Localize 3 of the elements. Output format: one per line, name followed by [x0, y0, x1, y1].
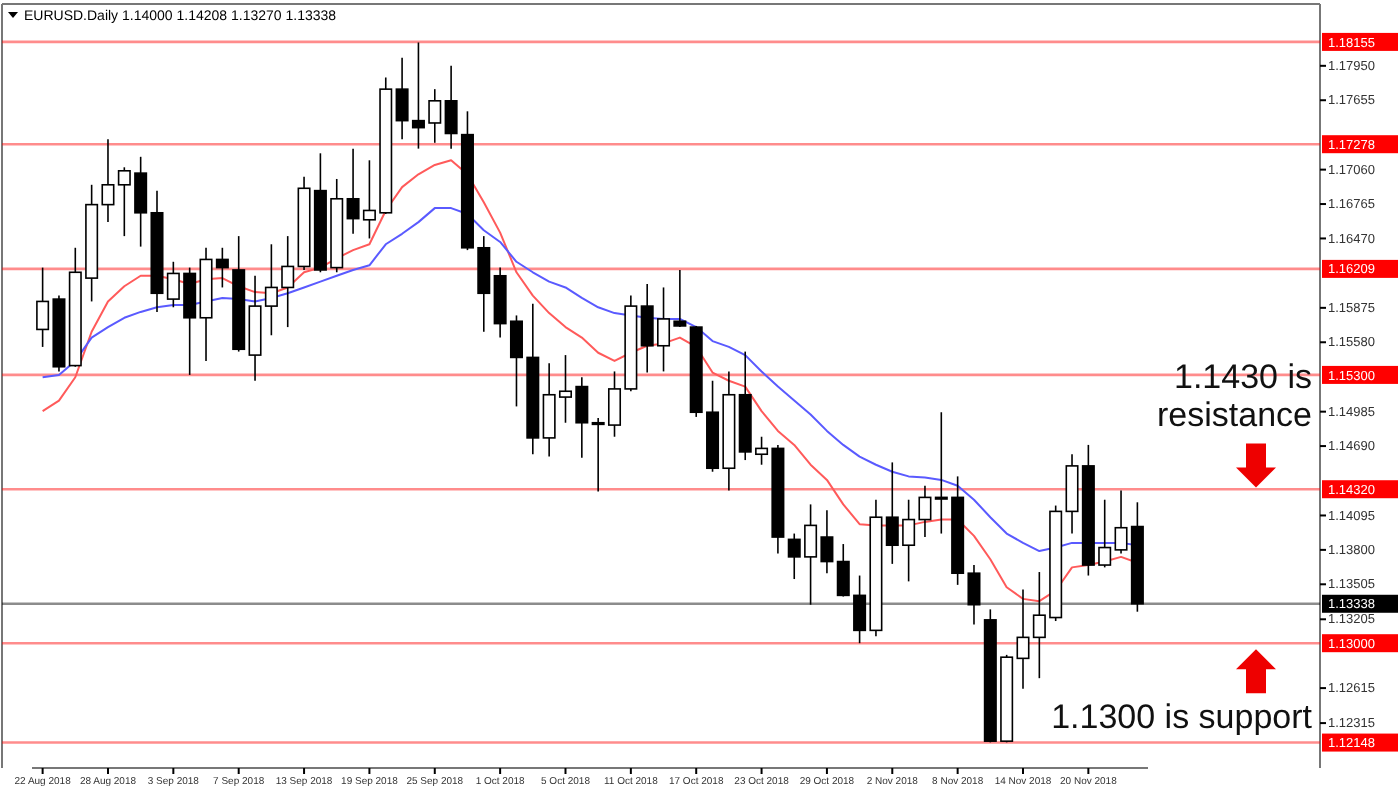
annotation: 1.1430 is resistance [1157, 358, 1312, 435]
candlestick [444, 65, 458, 150]
annotation: 1.1300 is support [1051, 698, 1313, 737]
